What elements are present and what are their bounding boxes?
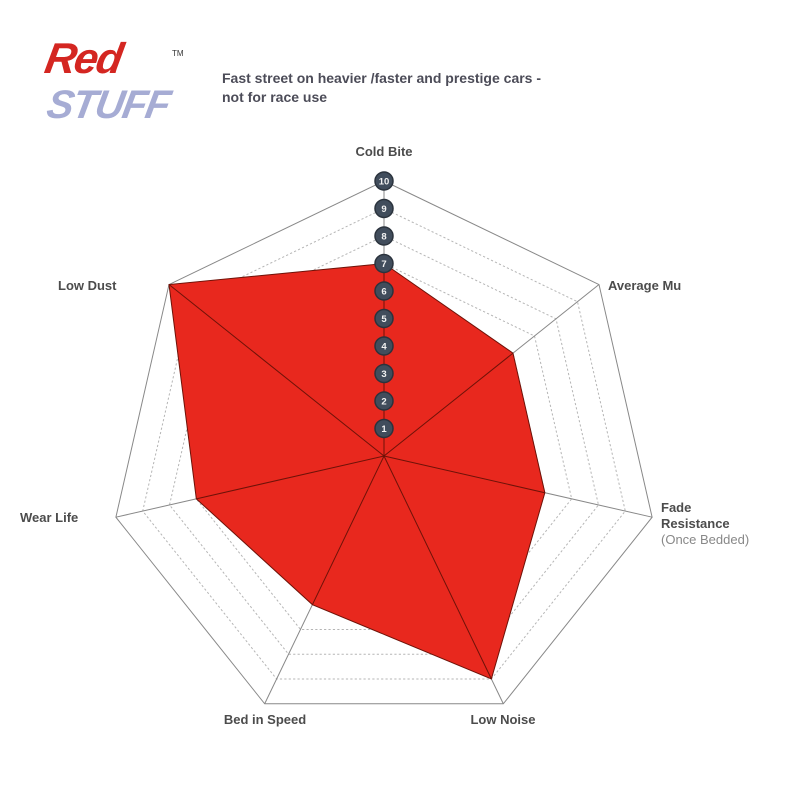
svg-text:2: 2 (381, 396, 386, 407)
svg-text:4: 4 (381, 341, 387, 352)
svg-text:STUFF: STUFF (44, 82, 176, 127)
svg-text:9: 9 (381, 204, 386, 215)
svg-text:5: 5 (381, 314, 387, 325)
svg-text:7: 7 (381, 259, 386, 270)
svg-text:6: 6 (381, 286, 386, 297)
svg-text:TM: TM (172, 49, 184, 58)
svg-text:10: 10 (379, 176, 390, 187)
svg-text:1: 1 (381, 424, 387, 435)
svg-text:8: 8 (381, 231, 386, 242)
svg-text:Red: Red (41, 35, 128, 83)
svg-text:3: 3 (381, 369, 386, 380)
